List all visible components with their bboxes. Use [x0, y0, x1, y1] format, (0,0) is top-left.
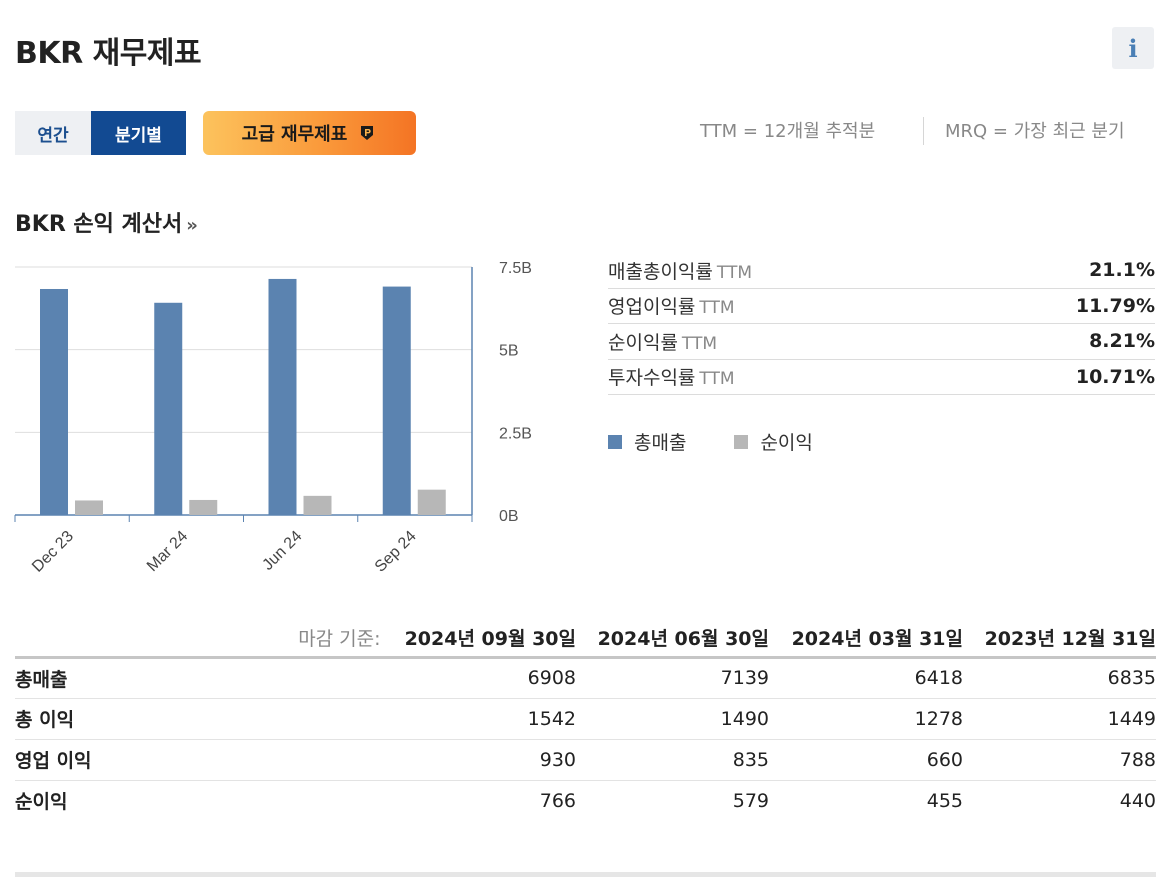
bar-net-income — [189, 499, 218, 515]
legend-item-revenue: 총매출 — [608, 428, 686, 455]
y-tick-label: 2.5B — [499, 425, 532, 442]
ratio-value: 8.21% — [1089, 330, 1155, 353]
period-header: 마감 기준: 2024년 09월 30일 — [298, 628, 576, 651]
chart-legend: 총매출 순이익 — [608, 428, 813, 455]
table-cell: 660 — [769, 739, 963, 781]
ratio-row-gross-margin: 매출총이익률 TTM 21.1% — [608, 253, 1155, 289]
ratio-label: 영업이익률 TTM — [608, 296, 735, 319]
double-chevron-right-icon: » — [186, 215, 198, 236]
bar-revenue — [40, 288, 68, 515]
bar-net-income — [75, 500, 103, 515]
table-cell: 1490 — [576, 698, 769, 740]
income-chart: 0B 2.5B 5B 7.5B Dec 23 Mar 24 Jun 24 Sep 24 — [0, 250, 580, 590]
x-tick-label: Sep 24 — [372, 528, 420, 576]
ratio-label: 매출총이익률 TTM — [608, 260, 753, 283]
table-cell: 835 — [576, 739, 769, 781]
bar-revenue — [154, 302, 183, 515]
row-label: 순이익 — [15, 791, 68, 814]
period-header: 2023년 12월 31일 — [984, 628, 1156, 651]
ratio-label: 순이익률 TTM — [608, 331, 718, 354]
ttm-note: TTM = 12개월 추적분 — [700, 121, 876, 142]
mrq-note: MRQ = 가장 최근 분기 — [945, 121, 1125, 142]
ratio-value: 11.79% — [1075, 294, 1155, 317]
row-label: 총 이익 — [15, 698, 208, 740]
bar-net-income — [417, 489, 446, 515]
y-tick-label: 7.5B — [499, 260, 532, 277]
info-icon: i — [1128, 33, 1138, 63]
table-row-net-income: 순이익 766 579 455 440 — [15, 780, 1156, 821]
table-cell: 455 — [926, 789, 963, 812]
y-tick-label: 0B — [499, 508, 519, 525]
bottom-divider — [15, 872, 1156, 877]
legend-item-net-income: 순이익 — [734, 428, 813, 455]
legend-swatch-revenue — [608, 434, 622, 449]
ratio-row-operating-margin: 영업이익률 TTM 11.79% — [608, 289, 1155, 324]
ratios-panel: 매출총이익률 TTM 21.1% 영업이익률 TTM 11.79% 순이익률 TTM … — [608, 253, 1155, 395]
tab-quarterly[interactable]: 분기별 — [91, 111, 186, 155]
ratio-row-roi: 투자수익률 TTM 10.71% — [608, 360, 1155, 395]
table-cell: 6908 — [208, 657, 576, 699]
as-of-label — [15, 620, 208, 657]
legend-label: 총매출 — [634, 432, 687, 454]
info-button[interactable]: i — [1112, 27, 1154, 69]
period-header: 2024년 06월 30일 — [597, 628, 769, 651]
page-title: BKR 재무제표 — [15, 36, 202, 71]
table-cell: 6418 — [769, 657, 963, 699]
advanced-financials-label: 고급 재무제표 — [241, 124, 348, 145]
table-cell: 440 — [1119, 789, 1156, 812]
income-statement-title: BKR 손익 계산서 — [15, 212, 183, 237]
table-cell: 1542 — [208, 698, 576, 740]
legend-swatch-net-income — [734, 434, 749, 449]
table-row-revenue: 총매출 6908 7139 6418 6835 — [15, 657, 1156, 699]
bar-revenue — [382, 286, 411, 515]
ratio-label: 투자수익률 TTM — [608, 367, 735, 390]
table-row-gross-profit: 총 이익 1542 1490 1278 1449 — [15, 698, 1156, 740]
row-label: 영업 이익 — [15, 739, 208, 781]
table-cell: 766 — [539, 789, 576, 812]
x-tick-label: Mar 24 — [144, 528, 191, 575]
ratio-value: 10.71% — [1075, 365, 1155, 388]
row-label: 총매출 — [15, 657, 208, 699]
table-row-operating-income: 영업 이익 930 835 660 788 — [15, 739, 1156, 781]
ratio-value: 21.1% — [1089, 259, 1155, 282]
table-cell: 1449 — [963, 698, 1156, 740]
table-cell: 1278 — [769, 698, 963, 740]
table-cell: 788 — [963, 739, 1156, 781]
x-tick-label: Dec 23 — [29, 528, 77, 576]
bar-net-income — [303, 495, 332, 515]
table-cell: 6835 — [963, 657, 1156, 699]
table-cell: 930 — [208, 739, 576, 781]
period-header: 2024년 03월 31일 — [791, 628, 963, 651]
ratio-row-net-margin: 순이익률 TTM 8.21% — [608, 324, 1155, 360]
x-tick-label: Jun 24 — [259, 528, 305, 574]
table-header-row: 마감 기준: 2024년 09월 30일 2024년 06월 30일 2024년 … — [15, 620, 1156, 657]
advanced-financials-button[interactable]: 고급 재무제표 — [203, 111, 416, 155]
bar-revenue — [268, 278, 297, 515]
y-tick-label: 5B — [499, 343, 519, 360]
financials-table: 마감 기준: 2024년 09월 30일 2024년 06월 30일 2024년 … — [15, 620, 1156, 821]
investingpro-badge-icon — [361, 126, 374, 140]
legend-label: 순이익 — [760, 432, 813, 454]
table-cell: 7139 — [576, 657, 769, 699]
note-divider — [923, 117, 924, 145]
income-bar-chart-svg: 0B 2.5B 5B 7.5B Dec 23 Mar 24 Jun 24 Sep 24 — [14, 260, 532, 576]
table-cell: 579 — [732, 789, 769, 812]
income-statement-link[interactable]: BKR 손익 계산서» — [15, 206, 198, 238]
tab-annual[interactable]: 연간 — [15, 111, 91, 155]
